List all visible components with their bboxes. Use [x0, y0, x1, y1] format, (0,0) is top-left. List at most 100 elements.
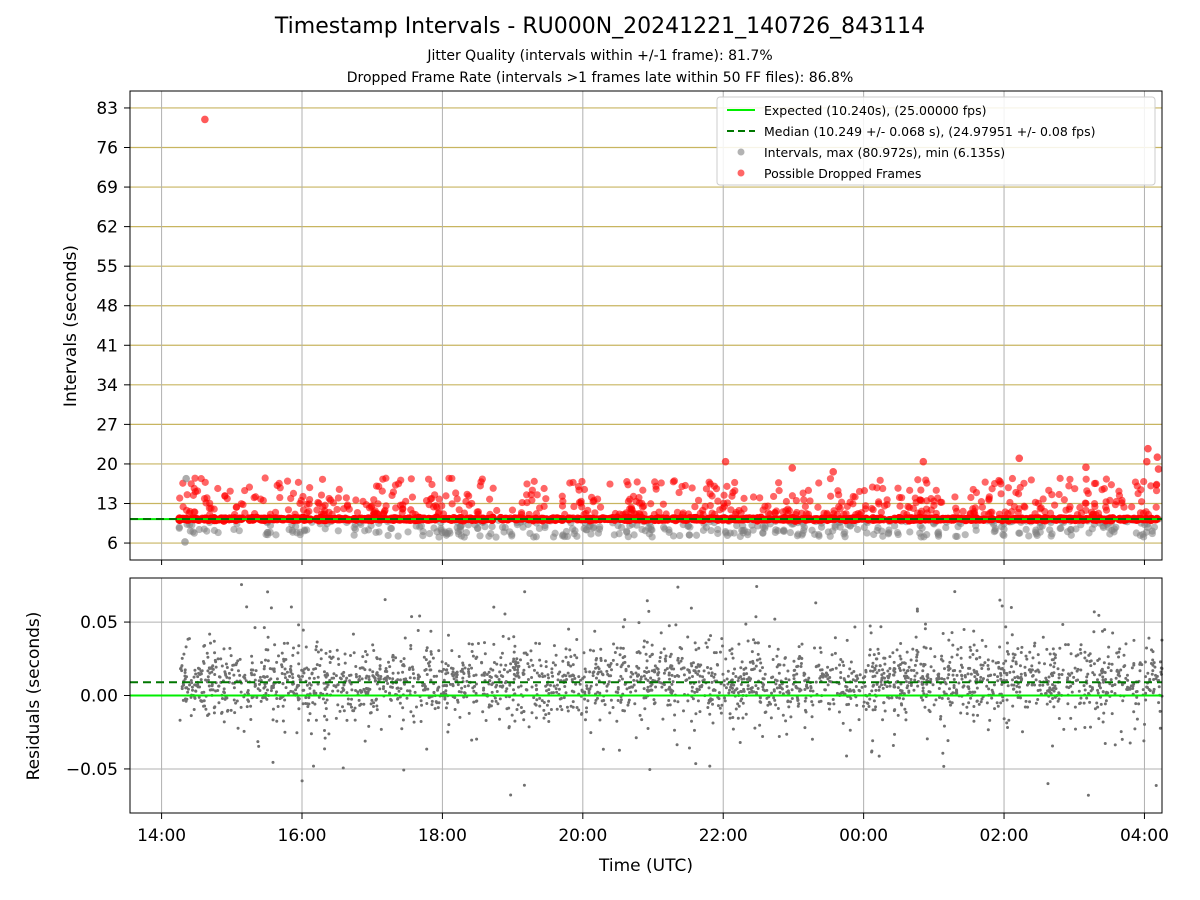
residual-point — [1142, 739, 1146, 743]
residual-point — [907, 665, 911, 669]
residual-point — [680, 647, 684, 651]
residual-point — [239, 705, 243, 709]
residual-point — [951, 673, 955, 677]
dropped-frame-point — [1128, 503, 1136, 511]
residual-point — [1044, 692, 1048, 696]
residual-point — [494, 685, 498, 689]
residual-point — [881, 668, 885, 672]
residual-point — [690, 689, 694, 693]
residual-point — [775, 686, 779, 690]
interval-point — [1067, 531, 1075, 539]
residual-point — [952, 684, 956, 688]
residual-point — [660, 681, 664, 685]
residual-point — [340, 705, 344, 709]
residual-point — [264, 691, 268, 695]
residual-point — [580, 712, 584, 716]
dropped-frame-point — [523, 491, 531, 499]
highlight-point — [1144, 444, 1152, 453]
residual-point — [668, 677, 672, 681]
residual-point — [728, 648, 732, 652]
residual-point — [449, 666, 453, 670]
residual-point — [463, 691, 467, 695]
dropped-frame-point — [800, 496, 808, 504]
dropped-frame-point — [370, 496, 378, 504]
residual-point — [512, 635, 516, 639]
residual-point — [505, 707, 509, 711]
residual-point — [615, 719, 619, 723]
residual-point — [358, 703, 362, 707]
residual-point — [572, 674, 576, 678]
residual-point — [1023, 665, 1027, 669]
residual-point — [852, 689, 856, 693]
residual-point — [343, 652, 347, 656]
residual-point — [777, 671, 781, 675]
residual-point — [476, 641, 480, 645]
residual-point — [390, 685, 394, 689]
dropped-frame-point — [706, 490, 714, 498]
residual-point — [217, 684, 221, 688]
residual-point — [925, 674, 929, 678]
residual-point — [358, 666, 362, 670]
interval-point — [853, 525, 862, 534]
residual-point — [307, 696, 311, 700]
dropped-frame-point — [477, 478, 485, 486]
residual-point — [409, 643, 413, 647]
residual-point — [663, 657, 667, 661]
residual-point — [809, 684, 813, 688]
residual-point — [907, 681, 911, 685]
residual-point — [826, 677, 830, 681]
residual-point — [334, 684, 338, 688]
dropped-frame-point — [740, 494, 748, 502]
residual-point — [323, 736, 327, 740]
dropped-frame-point — [591, 509, 599, 517]
residual-point — [1088, 684, 1092, 688]
residual-point — [510, 713, 514, 717]
residual-point — [896, 686, 900, 690]
residual-point — [497, 678, 501, 682]
interval-point — [506, 528, 514, 536]
residual-point — [253, 684, 257, 688]
residual-point — [1134, 702, 1138, 706]
dropped-frame-point — [1031, 510, 1039, 518]
residual-point — [571, 663, 575, 667]
residual-point — [341, 766, 345, 770]
residual-point — [410, 615, 414, 619]
residual-point — [318, 663, 322, 667]
residual-point — [977, 702, 981, 706]
residual-point — [756, 652, 760, 656]
dropped-frame-point — [923, 479, 931, 487]
residual-point — [962, 627, 966, 631]
residual-point — [345, 676, 349, 680]
residual-point — [1091, 671, 1095, 675]
dropped-frame-point — [409, 510, 417, 518]
residual-point — [547, 688, 551, 692]
residual-point — [985, 701, 989, 705]
residual-point — [512, 657, 516, 661]
residual-point — [252, 673, 256, 677]
residual-point — [314, 691, 318, 695]
dropped-frame-point — [606, 480, 614, 488]
residual-point — [275, 697, 279, 701]
dropped-frame-point — [203, 494, 211, 502]
residual-point — [585, 706, 589, 710]
residual-point — [316, 650, 320, 654]
residual-point — [1051, 744, 1055, 748]
dropped-frame-point — [334, 494, 343, 502]
residual-point — [912, 669, 916, 673]
residual-point — [346, 702, 350, 706]
residual-point — [738, 740, 742, 744]
residual-point — [1158, 726, 1162, 730]
residual-point — [442, 667, 446, 671]
residual-point — [670, 667, 674, 671]
dropped-frame-point — [1055, 490, 1063, 499]
residual-point — [609, 698, 613, 702]
residual-point — [1018, 690, 1022, 694]
dropped-frame-point — [453, 495, 461, 503]
residual-point — [530, 685, 534, 689]
dropped-frame-point — [590, 496, 598, 505]
residual-point — [232, 673, 236, 677]
dropped-frame-point — [1087, 508, 1096, 516]
residual-point — [872, 699, 876, 703]
residual-point — [323, 673, 327, 677]
residual-point — [1120, 737, 1124, 741]
